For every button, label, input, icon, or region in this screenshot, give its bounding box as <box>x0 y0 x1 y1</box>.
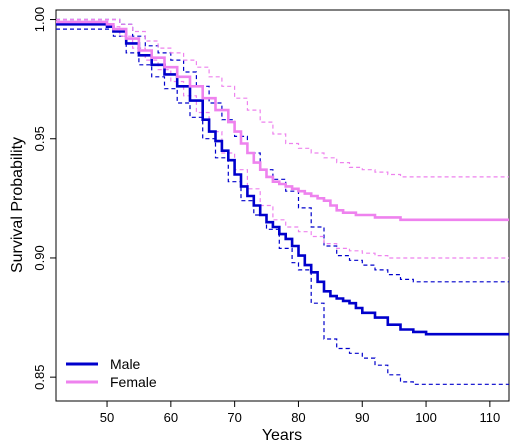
x-tick-label: 60 <box>164 410 178 425</box>
confidence-band-line <box>56 28 509 385</box>
y-tick-label: 0.95 <box>32 126 47 151</box>
y-tick-label: 1.00 <box>32 7 47 32</box>
y-tick-label: 0.85 <box>32 365 47 390</box>
x-tick-label: 70 <box>227 410 241 425</box>
x-tick-label: 80 <box>291 410 305 425</box>
legend-male-label: Male <box>110 356 141 372</box>
legend: Male Female <box>66 356 157 390</box>
x-axis-ticks: 50 60 70 80 90 100 110 <box>100 401 500 425</box>
plot-frame <box>55 9 510 402</box>
confidence-band-line <box>56 18 509 178</box>
legend-female-label: Female <box>110 374 157 390</box>
x-tick-label: 90 <box>355 410 369 425</box>
x-tick-label: 110 <box>479 410 500 425</box>
confidence-band-line <box>56 23 509 259</box>
confidence-band-line <box>56 18 509 283</box>
x-axis-label: Years <box>262 427 302 444</box>
x-tick-label: 100 <box>415 410 437 425</box>
series-layer <box>56 18 509 385</box>
y-axis-label: Survival Probability <box>9 137 26 273</box>
survival-curve-female <box>56 20 509 222</box>
y-axis-ticks: 0.85 0.90 0.95 1.00 <box>32 7 56 390</box>
y-tick-label: 0.90 <box>32 245 47 270</box>
x-tick-label: 50 <box>100 410 114 425</box>
